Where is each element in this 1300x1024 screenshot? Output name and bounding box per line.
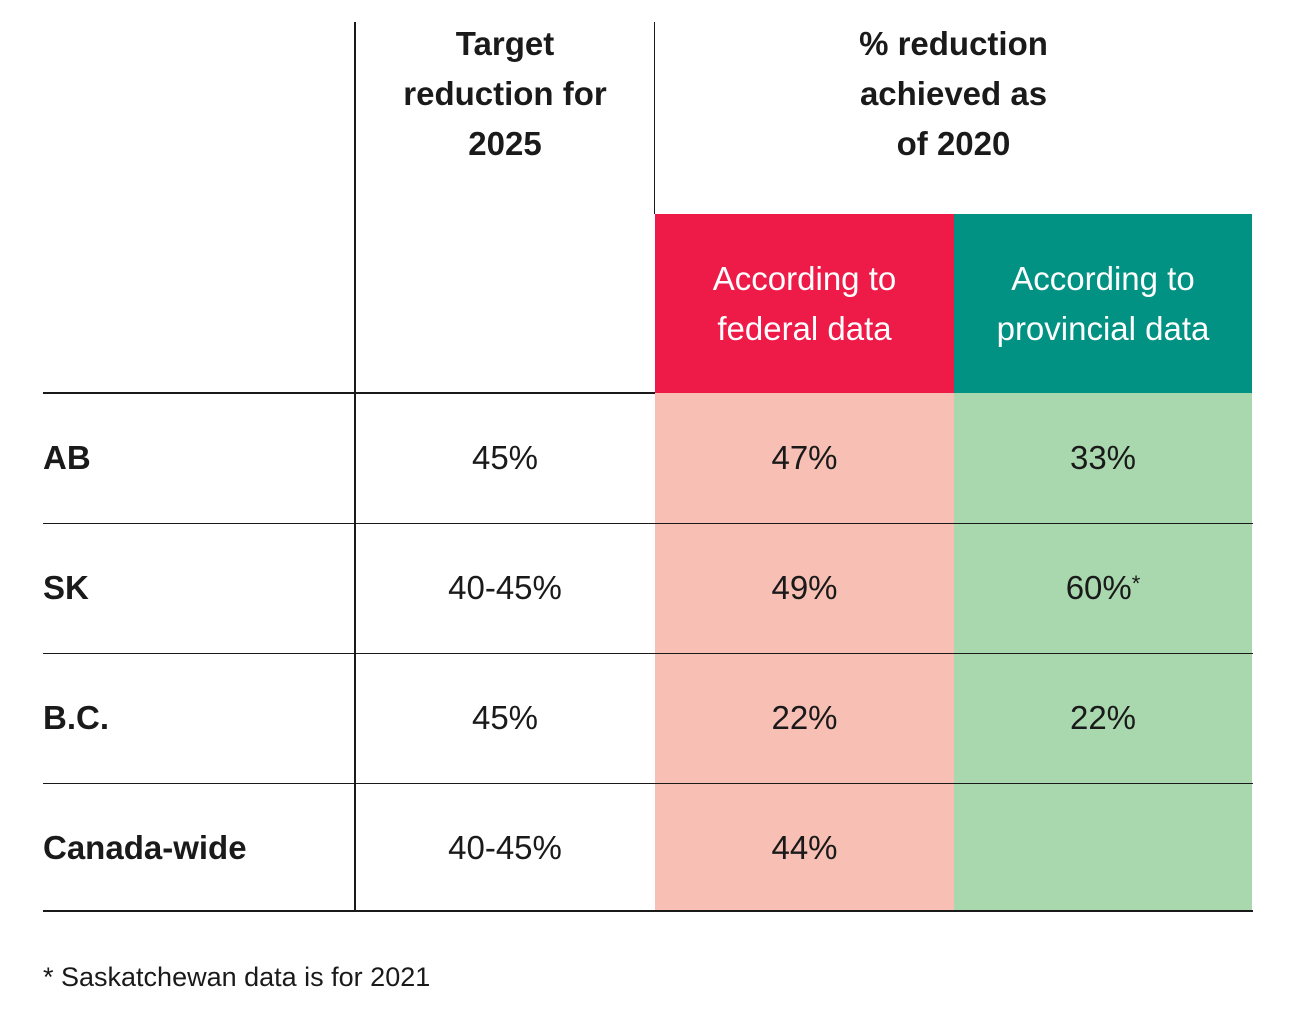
- table-bottom-rule: [43, 910, 1253, 912]
- provincial-value: [954, 783, 1252, 913]
- target-column-header: Target reduction for 2025: [403, 25, 607, 162]
- federal-value: 47%: [771, 439, 838, 476]
- provincial-value: 33%: [954, 393, 1252, 523]
- target-value: 45%: [471, 699, 539, 736]
- federal-value: 44%: [771, 829, 838, 866]
- provincial-value-text: 60%: [1065, 569, 1132, 606]
- target-value: 45%: [471, 439, 539, 476]
- row-divider: [43, 653, 1253, 654]
- provincial-value-text: 33%: [1069, 439, 1137, 476]
- vertical-divider-label-target: [354, 22, 356, 912]
- row-label: B.C.: [43, 699, 109, 736]
- row-divider: [43, 523, 1253, 524]
- provincial-data-column-header: According to provincial data: [954, 214, 1252, 393]
- federal-column-background: [655, 393, 954, 911]
- federal-value: 22%: [771, 699, 838, 736]
- provincial-value: 60% *: [954, 523, 1252, 653]
- footnote: * Saskatchewan data is for 2021: [43, 962, 431, 992]
- provincial-value-text: 22%: [1069, 699, 1137, 736]
- target-value: 40-45%: [448, 569, 562, 606]
- vertical-divider-target-achieved: [654, 22, 655, 214]
- footnote-marker: *: [1131, 571, 1141, 596]
- target-value: 40-45%: [448, 829, 562, 866]
- provincial-value: 22%: [954, 653, 1252, 783]
- row-label: Canada-wide: [43, 829, 247, 866]
- row-label: SK: [43, 569, 89, 606]
- federal-value: 49%: [771, 569, 838, 606]
- row-divider: [43, 783, 1253, 784]
- federal-data-column-header: According to federal data: [655, 214, 954, 393]
- header-bottom-rule: [43, 392, 655, 394]
- achieved-group-header: % reduction achieved as of 2020: [859, 25, 1048, 162]
- provincial-column-background: [954, 393, 1252, 911]
- row-label: AB: [43, 439, 91, 476]
